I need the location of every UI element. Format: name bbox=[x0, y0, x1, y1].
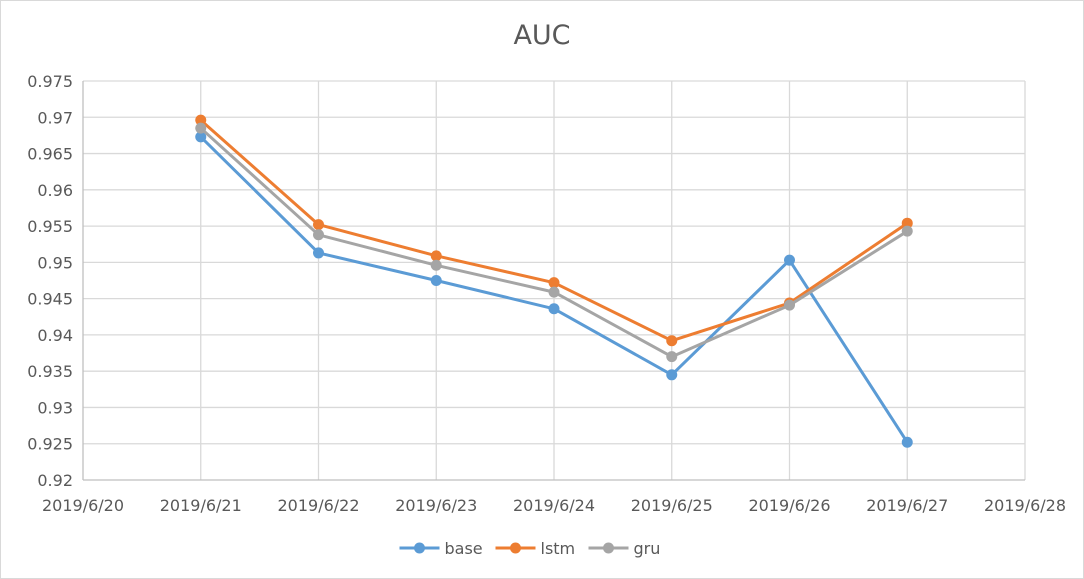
legend-swatch-marker bbox=[510, 542, 521, 554]
legend: base lstm gru bbox=[399, 539, 661, 558]
data-point-lstm bbox=[313, 219, 324, 231]
data-point-gru bbox=[313, 229, 324, 241]
legend-label: lstm bbox=[541, 539, 576, 558]
x-tick-label: 2019/6/24 bbox=[513, 496, 595, 515]
y-tick-label: 0.935 bbox=[27, 362, 73, 381]
series-base bbox=[195, 131, 913, 448]
series-gru bbox=[195, 122, 913, 363]
data-point-lstm bbox=[430, 250, 442, 262]
legend-item-lstm: lstm bbox=[495, 539, 576, 558]
data-point-base bbox=[901, 436, 913, 448]
data-point-gru bbox=[666, 351, 678, 363]
y-tick-label: 0.92 bbox=[37, 471, 73, 490]
data-point-gru bbox=[195, 122, 207, 134]
axes bbox=[82, 81, 1025, 481]
data-point-base bbox=[195, 131, 207, 143]
x-tick-label: 2019/6/21 bbox=[160, 496, 242, 515]
data-point-base bbox=[313, 247, 324, 259]
x-tick-label: 2019/6/27 bbox=[866, 496, 948, 515]
data-point-base bbox=[548, 303, 560, 315]
y-tick-label: 0.97 bbox=[37, 108, 73, 127]
y-tick-label: 0.96 bbox=[37, 181, 73, 200]
data-point-gru bbox=[548, 286, 560, 298]
y-tick-label: 0.93 bbox=[37, 398, 73, 417]
x-tick-label: 2019/6/26 bbox=[748, 496, 830, 515]
x-tick-label: 2019/6/20 bbox=[42, 496, 124, 515]
legend-swatch-marker bbox=[414, 542, 425, 554]
data-point-gru bbox=[430, 259, 442, 271]
y-tick-label: 0.945 bbox=[27, 290, 73, 309]
x-tick-label: 2019/6/28 bbox=[984, 496, 1066, 515]
x-axis-tick-labels: 2019/6/20 2019/6/21 2019/6/22 2019/6/23 2019… bbox=[42, 496, 1066, 515]
legend-swatch-marker bbox=[603, 542, 614, 554]
data-point-base bbox=[666, 369, 678, 381]
x-tick-label: 2019/6/25 bbox=[631, 496, 713, 515]
data-point-lstm bbox=[195, 114, 207, 126]
legend-label: gru bbox=[634, 539, 661, 558]
y-tick-label: 0.95 bbox=[37, 253, 73, 272]
y-tick-label: 0.965 bbox=[27, 145, 73, 164]
data-point-gru bbox=[901, 225, 913, 237]
y-tick-label: 0.955 bbox=[27, 217, 73, 236]
x-tick-label: 2019/6/23 bbox=[395, 496, 477, 515]
data-point-base bbox=[430, 275, 442, 286]
x-tick-label: 2019/6/22 bbox=[277, 496, 359, 515]
y-axis-tick-labels: 0.92 0.925 0.93 0.935 0.94 0.945 0.95 0.955 0.96… bbox=[27, 72, 73, 490]
y-tick-label: 0.94 bbox=[37, 326, 73, 345]
data-point-lstm bbox=[666, 335, 678, 347]
series-lines bbox=[195, 114, 913, 448]
legend-label: base bbox=[445, 539, 483, 558]
chart-title: AUC bbox=[513, 20, 570, 51]
legend-item-gru: gru bbox=[588, 539, 661, 558]
data-point-lstm bbox=[901, 217, 913, 229]
y-tick-label: 0.925 bbox=[27, 435, 73, 454]
legend-item-base: base bbox=[399, 539, 483, 558]
data-point-base bbox=[784, 254, 795, 266]
data-point-gru bbox=[784, 299, 795, 311]
data-point-lstm bbox=[548, 277, 560, 289]
y-tick-label: 0.975 bbox=[27, 72, 73, 91]
